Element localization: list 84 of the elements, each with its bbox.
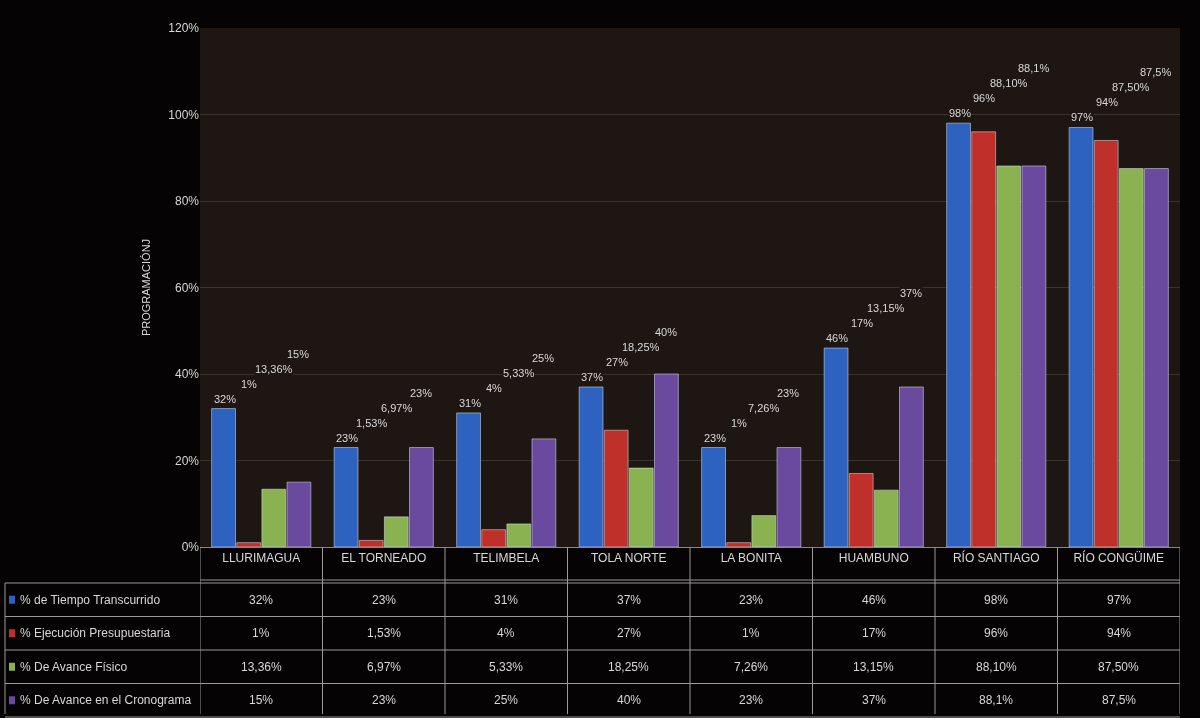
text: 32% — [214, 393, 237, 405]
text: 23% — [410, 387, 433, 399]
x-tick-label: RÍO CONGÜIME — [1073, 550, 1165, 566]
y-tick-label: 120% — [168, 21, 200, 36]
y-tick-label: 80% — [174, 194, 200, 209]
data-label: 7,26% — [734, 660, 769, 674]
data-label: 4% — [497, 626, 515, 640]
text: 31% — [459, 397, 482, 409]
data-label: 23% — [739, 593, 764, 607]
data-label: 32% — [249, 593, 274, 607]
text: 88,1% — [1018, 62, 1050, 74]
data-label: 13,36% — [241, 660, 283, 674]
text: 5,33% — [503, 367, 535, 379]
data-label: 23% — [372, 693, 397, 707]
data-label: 27% — [617, 626, 642, 640]
text: 13,36% — [255, 363, 293, 375]
data-label: 1% — [252, 626, 270, 640]
y-axis-title: PROGRAMACIÓNJ — [139, 238, 152, 337]
legend-label: % Ejecución Presupuestaria — [20, 626, 171, 640]
x-tick-label: TELIMBELA — [473, 551, 540, 566]
x-tick-label: RÍO SANTIAGO — [952, 550, 1040, 566]
y-tick-label: 60% — [174, 280, 200, 295]
text: 46% — [826, 332, 849, 344]
text: 37% — [581, 371, 604, 383]
text: 13,15% — [867, 302, 905, 314]
y-tick-label: 100% — [168, 107, 200, 122]
x-tick-label: LLURIMAGUA — [222, 551, 301, 566]
text: 1,53% — [356, 417, 388, 429]
x-tick-label: LA BONITA — [720, 551, 782, 566]
data-label: 5,33% — [489, 660, 524, 674]
text: 87,50% — [1112, 81, 1150, 93]
data-label: 6,97% — [367, 660, 402, 674]
text: 4% — [486, 382, 502, 394]
y-tick-label: 40% — [174, 367, 200, 382]
data-label: 23% — [372, 593, 397, 607]
legend-label: % de Tiempo Transcurrido — [20, 593, 161, 607]
text: 40% — [655, 326, 678, 338]
text: 17% — [851, 317, 874, 329]
text: 1% — [731, 417, 747, 429]
text: 23% — [704, 432, 727, 444]
data-label: 13,15% — [853, 660, 895, 674]
x-tick-label: EL TORNEADO — [341, 551, 427, 566]
data-label: 96% — [984, 626, 1009, 640]
text: 27% — [606, 356, 629, 368]
text: 94% — [1096, 96, 1119, 108]
text: 7,26% — [748, 402, 780, 414]
data-label: 88,1% — [979, 693, 1014, 707]
text: 97% — [1071, 111, 1094, 123]
legend-label: % De Avance Físico — [20, 660, 128, 674]
data-label: 15% — [249, 693, 274, 707]
y-tick-label: 20% — [174, 453, 200, 468]
data-label: 37% — [862, 693, 887, 707]
data-label: 17% — [862, 626, 887, 640]
x-tick-label: HUAMBUNO — [838, 551, 909, 566]
text: 88,10% — [990, 77, 1028, 89]
data-label: 98% — [984, 593, 1009, 607]
text: 96% — [973, 92, 996, 104]
text: 6,97% — [381, 402, 413, 414]
data-label: 94% — [1107, 626, 1132, 640]
text: 37% — [900, 287, 923, 299]
data-label: 87,5% — [1102, 693, 1137, 707]
data-label: 37% — [617, 593, 642, 607]
y-tick-label: 0% — [181, 540, 200, 555]
text: 25% — [532, 352, 555, 364]
data-label: 88,10% — [976, 660, 1018, 674]
text: 23% — [336, 432, 359, 444]
data-label: 87,50% — [1098, 660, 1140, 674]
text: 18,25% — [622, 341, 660, 353]
data-label: 1,53% — [367, 626, 402, 640]
data-label: 46% — [862, 593, 887, 607]
data-label: 40% — [617, 693, 642, 707]
data-label: 23% — [739, 693, 764, 707]
text: 98% — [949, 107, 972, 119]
x-tick-label: TOLA NORTE — [590, 551, 667, 566]
data-label: 18,25% — [608, 660, 650, 674]
text: 15% — [287, 348, 310, 360]
data-label: 25% — [494, 693, 519, 707]
text: 87,5% — [1140, 66, 1172, 78]
data-label: 97% — [1107, 593, 1132, 607]
legend-label: % De Avance en el Cronograma — [20, 693, 192, 707]
text: 1% — [241, 378, 257, 390]
data-label: 31% — [494, 593, 519, 607]
data-label: 1% — [742, 626, 760, 640]
text: 23% — [777, 387, 800, 399]
